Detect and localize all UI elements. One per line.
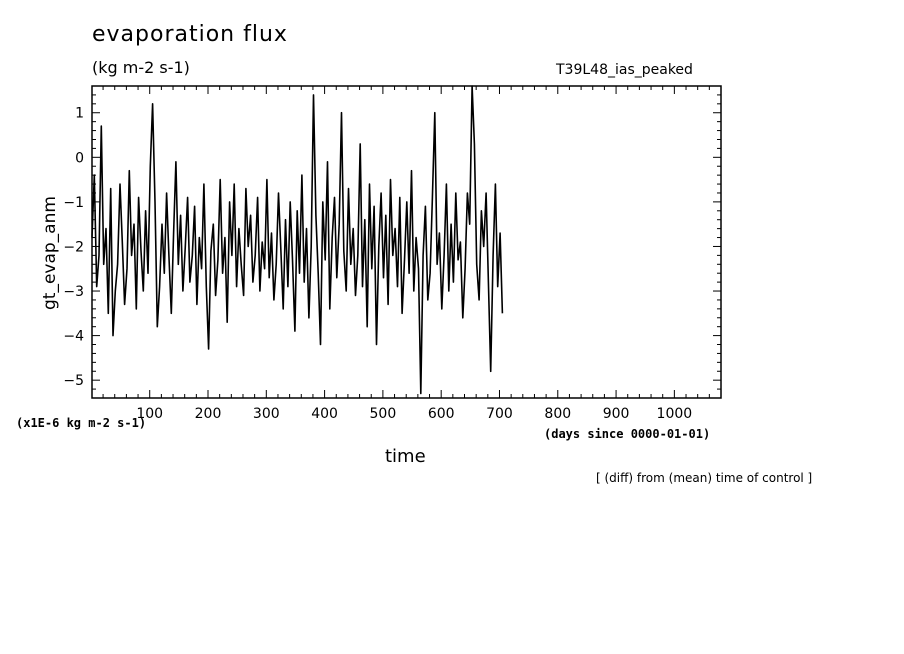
axis-ticks — [92, 85, 721, 399]
series-line — [91, 85, 504, 395]
footnote: [ (diff) from (mean) time of control ] — [596, 471, 813, 485]
chart-units: (kg m-2 s-1) — [92, 58, 190, 77]
x-units-note: (days since 0000-01-01) — [544, 427, 711, 441]
x-tick-label: 800 — [544, 406, 571, 422]
x-tick-label: 700 — [486, 406, 513, 422]
series-group — [91, 85, 504, 395]
plot-frame — [91, 85, 722, 399]
y-tick-label: −2 — [63, 239, 84, 255]
y-tick-label: 0 — [75, 150, 84, 166]
x-axis-label: time — [385, 446, 426, 467]
y-tick-label: 1 — [75, 106, 84, 122]
y-units-note: (x1E-6 kg m-2 s-1) — [16, 416, 147, 430]
y-tick-label: −3 — [63, 284, 84, 300]
run-label: T39L48_ias_peaked — [556, 62, 693, 78]
x-tick-label: 400 — [311, 406, 338, 422]
x-tick-label: 1000 — [657, 406, 693, 422]
x-tick-label: 300 — [253, 406, 280, 422]
tick-labels: 100 200 300 400 500 600 700 800 900 1000 1 0 −1 −2 −3 −… — [63, 106, 692, 422]
y-tick-label: −1 — [63, 195, 84, 211]
y-tick-label: −5 — [63, 373, 84, 389]
x-tick-label: 100 — [136, 406, 163, 422]
x-tick-label: 900 — [603, 406, 630, 422]
y-tick-label: −4 — [63, 329, 84, 345]
x-tick-label: 200 — [195, 406, 222, 422]
chart-title: evaporation flux — [92, 22, 288, 47]
x-tick-label: 500 — [370, 406, 397, 422]
x-tick-label: 600 — [428, 406, 455, 422]
